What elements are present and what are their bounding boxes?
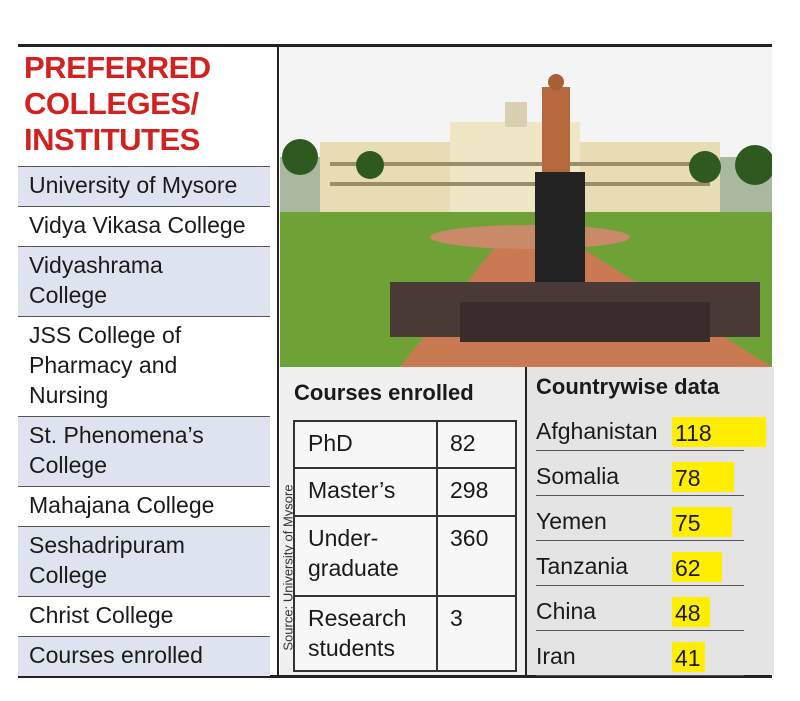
college-name: Pharmacy and <box>29 352 178 378</box>
college-name: Courses enrolled <box>29 642 203 668</box>
country-value: 41 <box>675 645 701 671</box>
country-name: Afghanistan <box>536 418 658 444</box>
title-line: COLLEGES/ <box>24 86 199 121</box>
divider <box>277 44 279 678</box>
bar <box>672 417 767 447</box>
country-value: 118 <box>675 420 712 446</box>
country-name: China <box>536 598 597 624</box>
college-name: Mahajana College <box>29 492 215 518</box>
college-name: Seshadripuram <box>29 532 185 558</box>
country-name: Yemen <box>536 508 607 534</box>
bar <box>672 642 705 672</box>
college-name: Vidyashrama <box>29 252 163 278</box>
country-name: Iran <box>536 643 576 669</box>
frame <box>18 44 772 678</box>
row-line <box>293 467 517 469</box>
course-value: 360 <box>450 525 489 551</box>
course-name: Master’s <box>308 477 396 503</box>
college-row <box>18 596 270 636</box>
row-rule <box>536 450 744 451</box>
bar <box>672 507 732 537</box>
country-value: 62 <box>675 555 701 581</box>
college-name: College <box>29 562 107 588</box>
college-name: College <box>29 282 107 308</box>
bar <box>672 552 722 582</box>
country-title: Countrywise data <box>536 374 720 399</box>
college-name: St. Phenomena’s <box>29 422 204 448</box>
row-line <box>293 595 517 597</box>
bar <box>672 597 711 627</box>
course-name: students <box>308 635 395 661</box>
row-rule <box>536 585 744 586</box>
college-name: Nursing <box>29 382 109 408</box>
title-line: INSTITUTES <box>24 122 200 157</box>
college-name: University of Mysore <box>29 172 238 198</box>
country-name: Somalia <box>536 463 620 489</box>
college-name: JSS College of <box>29 322 182 348</box>
college-row <box>18 416 270 486</box>
course-name: Under- <box>308 525 379 551</box>
country-value: 75 <box>675 510 701 536</box>
row-line <box>293 515 517 517</box>
country-name: Tanzania <box>536 553 629 579</box>
courses-table <box>293 420 517 672</box>
college-row <box>18 636 270 676</box>
college-name: Vidya Vikasa College <box>29 212 246 238</box>
courses-title: Courses enrolled <box>294 380 474 405</box>
course-value: 3 <box>450 605 463 631</box>
college-row <box>18 316 270 416</box>
college-name: Christ College <box>29 602 174 628</box>
row-rule <box>536 630 744 631</box>
college-row <box>18 246 270 316</box>
source: Source: University of Mysore <box>280 484 296 651</box>
course-name: graduate <box>308 555 399 581</box>
row-rule <box>536 540 744 541</box>
course-value: 298 <box>450 477 489 503</box>
course-name: PhD <box>308 430 353 456</box>
row-rule <box>536 495 744 496</box>
row-rule <box>536 675 744 676</box>
bar <box>672 462 735 492</box>
college-row <box>18 526 270 596</box>
country-value: 48 <box>675 600 701 626</box>
college-row <box>18 166 270 206</box>
course-name: Research <box>308 605 407 631</box>
college-name: College <box>29 452 107 478</box>
photo <box>280 47 772 367</box>
college-row <box>18 486 270 526</box>
college-row <box>18 206 270 246</box>
title-line: PREFERRED <box>24 50 211 85</box>
course-value: 82 <box>450 430 476 456</box>
country-value: 78 <box>675 465 701 491</box>
col-divider <box>436 420 438 672</box>
